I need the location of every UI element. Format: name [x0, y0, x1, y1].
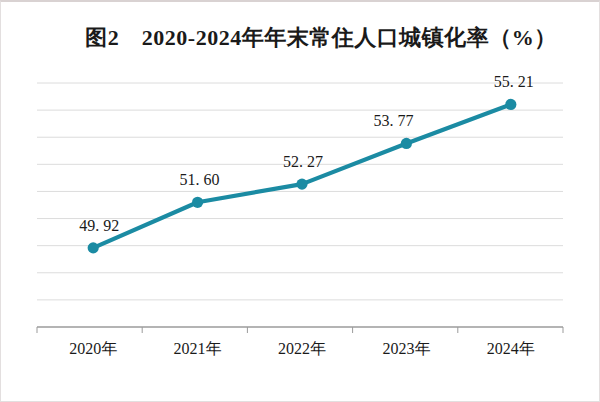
x-axis-category-label: 2023年: [382, 340, 430, 357]
x-axis-category-label: 2020年: [69, 340, 117, 357]
x-axis-category-label: 2024年: [487, 340, 535, 357]
series-line: [93, 104, 511, 247]
data-point-marker: [192, 197, 203, 208]
data-point-label: 53. 77: [373, 112, 413, 129]
x-axis-category-label: 2021年: [174, 340, 222, 357]
data-point-label: 55. 21: [494, 73, 534, 90]
line-chart-plot: 49. 92 51. 60 52. 27 53. 77 55. 21 2020年 2021…: [1, 2, 600, 402]
x-axis-category-label: 2022年: [278, 340, 326, 357]
data-point-label: 49. 92: [79, 217, 119, 234]
data-point-label: 51. 60: [180, 171, 220, 188]
x-axis-group: [37, 327, 563, 333]
x-axis-labels-group: 2020年 2021年 2022年 2023年 2024年: [69, 340, 535, 357]
data-point-marker: [401, 138, 412, 149]
data-series-group: [88, 99, 517, 254]
chart-canvas: 图2 2020-2024年年末常住人口城镇化率（%） 49. 9251. 605…: [0, 0, 600, 402]
point-labels-group: 49. 92 51. 60 52. 27 53. 77 55. 21: [79, 73, 534, 233]
data-point-label: 52. 27: [283, 153, 323, 170]
data-point-marker: [505, 99, 516, 110]
data-point-marker: [88, 242, 99, 253]
data-point-marker: [296, 179, 307, 190]
